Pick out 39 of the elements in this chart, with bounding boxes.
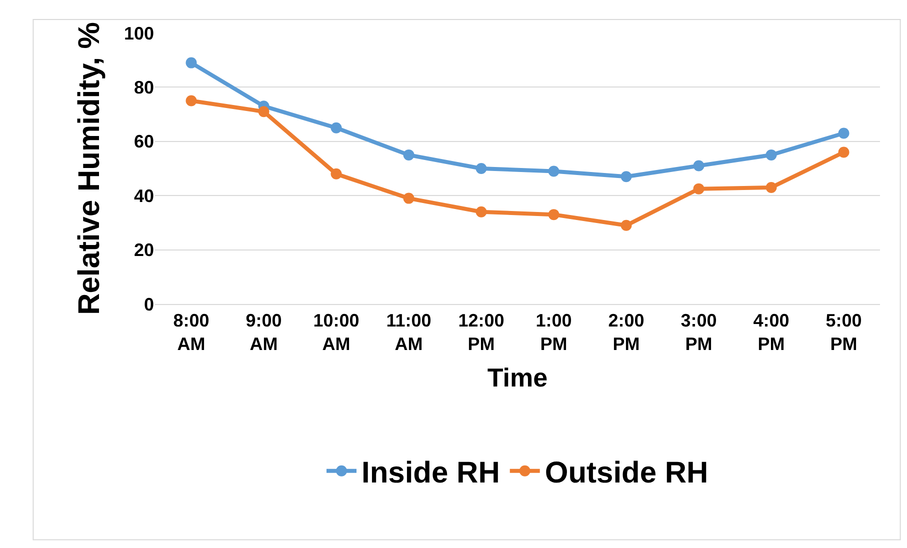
point xyxy=(258,106,270,118)
y-tick-label: 100 xyxy=(124,23,154,44)
y-tick-label: 80 xyxy=(134,78,154,98)
y-axis-title: Relative Humidity, % xyxy=(72,22,106,315)
x-tick-label: 9:00 AM xyxy=(246,310,282,354)
y-tick-label: 60 xyxy=(134,132,154,152)
point xyxy=(838,128,850,139)
legend-label: Inside RH xyxy=(362,456,500,490)
x-axis-title: Time xyxy=(487,362,548,393)
x-tick-label: 2:00 PM xyxy=(608,310,644,354)
legend-label: Outside RH xyxy=(544,456,708,490)
x-tick-label: 8:00 AM xyxy=(173,310,210,354)
y-tick-label: 40 xyxy=(134,186,154,206)
point xyxy=(766,182,777,193)
point xyxy=(766,149,777,160)
x-tick-label: 5:00 PM xyxy=(826,310,862,354)
point xyxy=(330,168,342,180)
x-tick-label: 12:00 PM xyxy=(458,310,504,354)
point xyxy=(838,146,850,158)
x-tick-label: 1:00 PM xyxy=(536,310,572,354)
x-tick-label: 3:00 PM xyxy=(680,310,717,354)
point xyxy=(186,57,197,68)
point xyxy=(476,163,487,174)
point xyxy=(548,209,560,220)
point xyxy=(620,171,632,182)
x-tick-label: 11:00 AM xyxy=(386,310,432,354)
point xyxy=(693,183,704,194)
point xyxy=(403,192,414,204)
y-tick-label: 0 xyxy=(144,294,154,314)
point xyxy=(330,122,342,134)
point xyxy=(620,220,632,231)
point xyxy=(548,166,560,177)
point xyxy=(693,160,704,172)
point xyxy=(186,95,197,106)
point xyxy=(476,206,487,218)
x-tick-label: 4:00 PM xyxy=(753,310,790,354)
x-tick-label: 10:00 AM xyxy=(313,310,360,354)
point xyxy=(403,149,414,160)
y-tick-label: 20 xyxy=(134,240,154,260)
